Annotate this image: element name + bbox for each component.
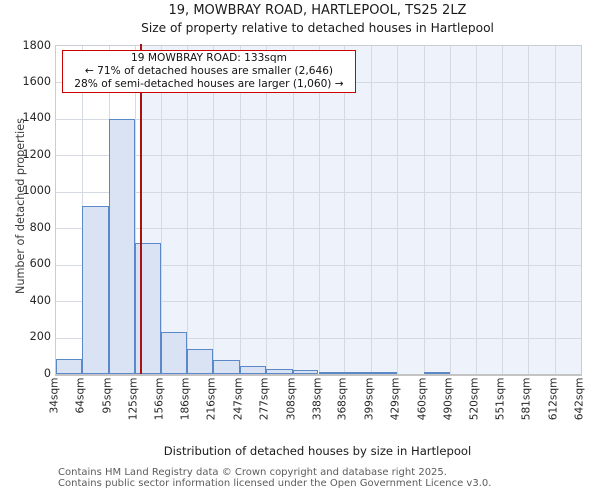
- footer-line1: Contains HM Land Registry data © Crown c…: [58, 467, 447, 478]
- y-tick-label: 1800: [22, 38, 51, 52]
- gridline-vertical: [265, 46, 267, 374]
- x-tick-label: 520sqm: [468, 377, 481, 421]
- footer-line2: Contains public sector information licen…: [58, 478, 492, 489]
- histogram-bar: [187, 349, 214, 374]
- histogram-bar: [108, 118, 135, 374]
- gridline-vertical: [239, 46, 241, 374]
- x-tick-label: 186sqm: [179, 377, 192, 421]
- x-tick-label: 612sqm: [547, 377, 560, 421]
- x-tick-label: 308sqm: [285, 377, 298, 421]
- histogram-bar: [134, 242, 162, 374]
- gridline-vertical: [475, 46, 477, 374]
- chart-subtitle: Size of property relative to detached ho…: [141, 21, 494, 35]
- histogram-bar: [81, 206, 109, 374]
- y-tick-label: 600: [29, 257, 51, 271]
- gridline-vertical: [371, 46, 373, 374]
- histogram-bar: [161, 332, 188, 374]
- x-tick-label: 247sqm: [232, 377, 245, 421]
- x-tick-label: 490sqm: [442, 377, 455, 421]
- property-size-marker-line: [140, 44, 143, 374]
- y-tick-label: 1200: [22, 147, 51, 161]
- x-tick-label: 368sqm: [336, 377, 349, 421]
- x-tick-label: 338sqm: [311, 377, 323, 421]
- x-tick-label: 34sqm: [48, 377, 61, 414]
- x-axis-title: Distribution of detached houses by size …: [163, 444, 472, 458]
- x-tick-label: 460sqm: [416, 377, 429, 421]
- y-tick-label: 1400: [22, 111, 51, 125]
- plot-area: [55, 44, 582, 376]
- histogram-bar: [292, 370, 319, 374]
- histogram-bar: [371, 372, 398, 374]
- shaded-larger-region: [141, 46, 581, 374]
- annotation-box: 19 MOWBRAY ROAD: 133sqm ← 71% of detache…: [62, 50, 356, 93]
- histogram-bar: [344, 372, 372, 374]
- gridline-vertical: [213, 46, 215, 374]
- x-tick-label: 399sqm: [363, 377, 376, 421]
- y-tick-label: 1600: [22, 74, 51, 88]
- gridline-vertical: [161, 46, 163, 374]
- gridline-vertical: [528, 46, 530, 374]
- gridline-vertical: [423, 46, 425, 374]
- histogram-bar: [239, 365, 266, 374]
- footer: Contains HM Land Registry data © Crown c…: [58, 467, 491, 489]
- annotation-address-line: 19 MOWBRAY ROAD: 133sqm: [131, 52, 287, 64]
- x-tick-label: 216sqm: [205, 377, 218, 421]
- x-tick-label: 156sqm: [153, 377, 166, 421]
- histogram-bar: [213, 360, 240, 374]
- x-tick-label: 642sqm: [573, 377, 586, 421]
- gridline-vertical: [318, 46, 320, 374]
- histogram-bar: [423, 372, 450, 374]
- gridline-vertical: [555, 46, 557, 374]
- x-tick-label: 125sqm: [127, 377, 140, 421]
- x-tick-label: 581sqm: [520, 377, 533, 421]
- x-tick-label: 429sqm: [389, 377, 402, 421]
- histogram-bar: [318, 372, 345, 374]
- y-tick-label: 1000: [22, 184, 51, 198]
- histogram-bar: [265, 369, 293, 374]
- gridline-vertical: [292, 46, 294, 374]
- histogram-bar: [56, 359, 82, 374]
- gridline-vertical: [449, 46, 451, 374]
- gridline-vertical: [187, 46, 189, 374]
- x-tick-label: 277sqm: [258, 377, 271, 421]
- x-tick-label: 551sqm: [494, 377, 507, 421]
- annotation-larger-line: 28% of semi-detached houses are larger (…: [74, 78, 344, 90]
- y-tick-label: 800: [29, 220, 51, 234]
- x-tick-label: 95sqm: [101, 377, 114, 414]
- y-tick-label: 0: [43, 366, 51, 380]
- y-tick-label: 200: [29, 330, 51, 344]
- gridline-vertical: [502, 46, 504, 374]
- gridline-vertical: [397, 46, 399, 374]
- annotation-smaller-line: ← 71% of detached houses are smaller (2,…: [84, 65, 334, 77]
- gridline-vertical: [344, 46, 346, 374]
- x-tick-label: 64sqm: [74, 377, 87, 414]
- gridline-vertical: [134, 46, 136, 374]
- y-tick-label: 400: [29, 293, 51, 307]
- chart-title: 19, MOWBRAY ROAD, HARTLEPOOL, TS25 2LZ: [168, 3, 467, 18]
